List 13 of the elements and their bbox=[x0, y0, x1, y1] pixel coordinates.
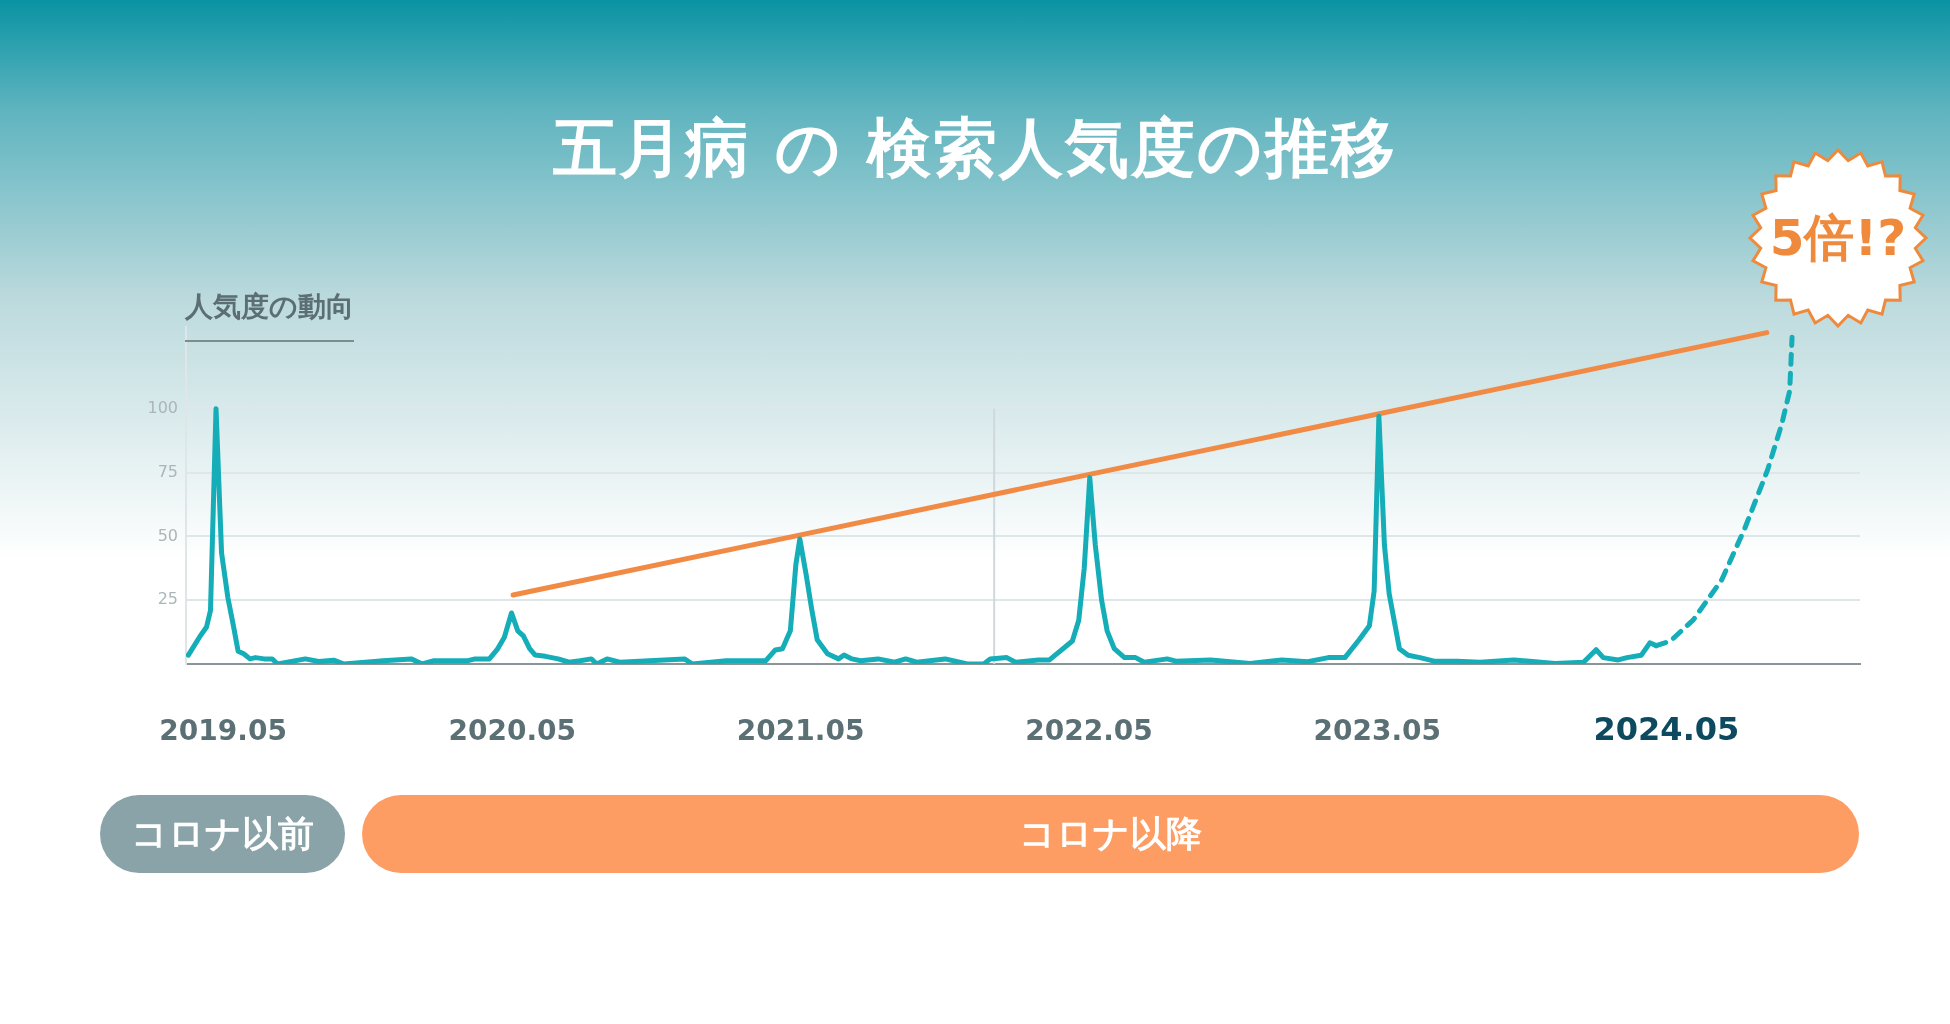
x-tick-label: 2020.05 bbox=[448, 714, 577, 747]
text: コロナ以降 bbox=[362, 795, 1859, 873]
y-tick-label: 75 bbox=[157, 461, 178, 481]
y-tick-label: 25 bbox=[157, 589, 178, 609]
x-tick-label: 2022.05 bbox=[1025, 714, 1153, 747]
x-tick-label: 2021.05 bbox=[736, 714, 865, 747]
x-tick-label: 2024.05 bbox=[1593, 710, 1740, 748]
x-tick-label: 2023.05 bbox=[1313, 714, 1442, 747]
text: コロナ以前 bbox=[100, 795, 345, 873]
y-axis-title: 人気度の動向 bbox=[185, 288, 354, 342]
x-tick-label: 2019.05 bbox=[159, 714, 287, 747]
y-tick-label: 50 bbox=[157, 525, 178, 545]
chart-title: 五月病 の 検索人気度の推移 bbox=[551, 110, 1399, 187]
